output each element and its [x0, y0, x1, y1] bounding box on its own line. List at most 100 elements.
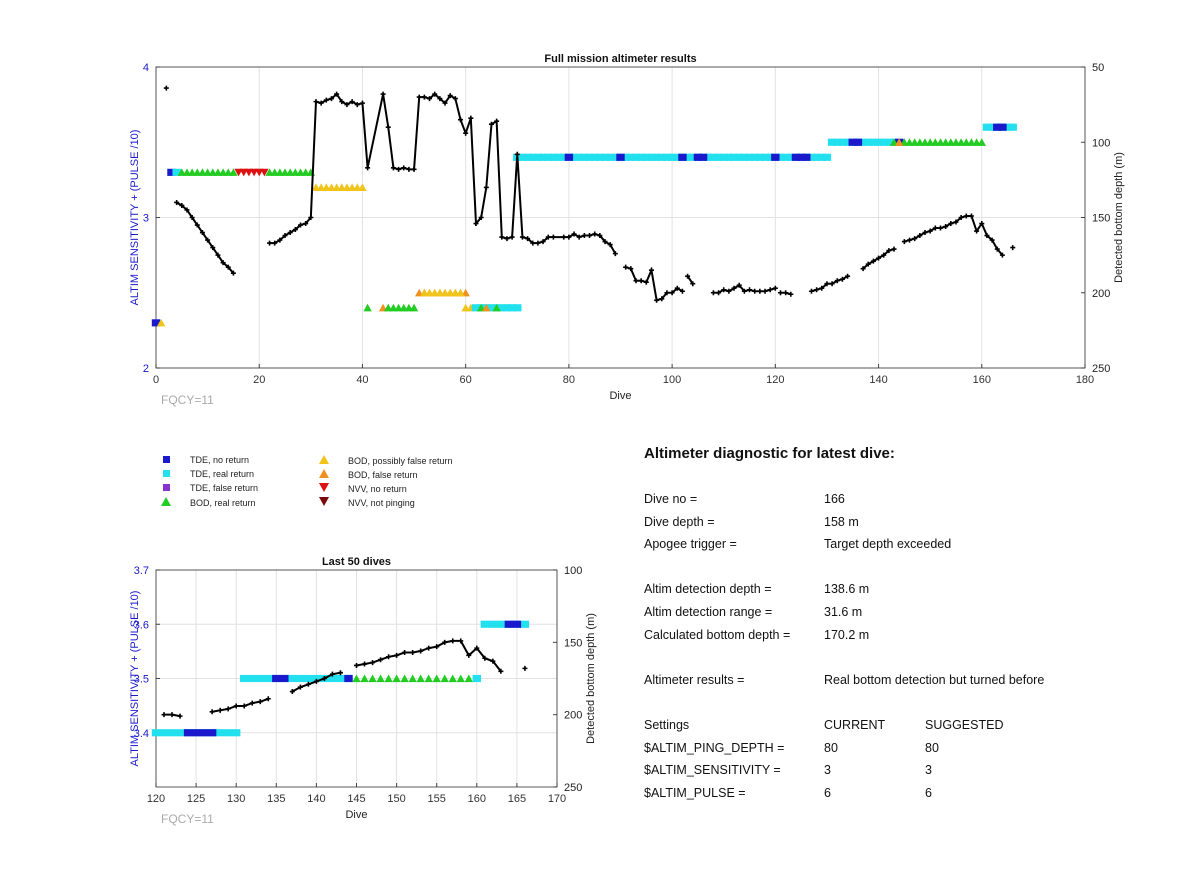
y-tick-label: 3.6 [134, 619, 149, 631]
depth-point [984, 233, 990, 239]
marker-square [796, 153, 806, 161]
legend-item: BOD, real return [160, 497, 256, 508]
depth-point [607, 242, 613, 248]
marker-square [504, 620, 514, 628]
marker-triangle-up [416, 674, 425, 683]
depth-point [576, 234, 582, 240]
marker-square [471, 304, 481, 312]
marker-square [248, 674, 257, 683]
depth-point [406, 166, 412, 172]
depth-point [571, 231, 577, 237]
depth-point [870, 258, 876, 264]
depth-point [654, 297, 660, 303]
depth-point [416, 94, 422, 100]
depth-point [205, 237, 211, 243]
x-tick-label: 150 [387, 793, 405, 805]
x-tick-label: 155 [428, 793, 446, 805]
depth-point [772, 285, 778, 291]
depth-point [927, 228, 933, 234]
marker-square [304, 674, 313, 683]
depth-point [303, 221, 309, 227]
depth-point [623, 264, 629, 270]
x-tick-label: 120 [147, 793, 165, 805]
marker-square [838, 138, 847, 146]
depth-point [265, 696, 271, 702]
marker-square [523, 153, 532, 161]
y-tick-label: 4 [143, 62, 149, 74]
y-axis-label: ALTIM SENSITIVITY + (PULSE /10) [129, 591, 141, 767]
depth-point [937, 225, 943, 231]
depth-point [876, 255, 882, 261]
depth-point [396, 166, 402, 172]
detection-markers [151, 123, 1017, 327]
x-tick-label: 60 [460, 374, 472, 386]
depth-point [540, 239, 546, 245]
legend-label: BOD, real return [190, 498, 256, 508]
diagnostic-title: Altimeter diagnostic for latest dive: [644, 445, 895, 462]
marker-square [159, 729, 169, 737]
depth-point [161, 712, 167, 718]
marker-triangle-up [408, 674, 417, 683]
x-tick-label: 140 [307, 793, 325, 805]
depth-point [401, 165, 407, 171]
apogee-row: Apogee trigger = Target depth exceeded [644, 537, 1164, 560]
marker-square [864, 138, 873, 146]
marker-square [544, 153, 553, 161]
depth-point [669, 290, 675, 296]
marker-square [585, 153, 594, 161]
legend-label: TDE, real return [190, 469, 255, 479]
depth-point [602, 239, 608, 245]
depth-point [953, 219, 959, 225]
depth-point [958, 215, 964, 220]
depth-point [783, 290, 789, 296]
marker-triangle-up [464, 674, 473, 683]
marker-triangle-up [977, 138, 986, 146]
marker-square [791, 153, 801, 161]
setting-current: 6 [824, 785, 831, 800]
results-value: Real bottom detection but turned before [824, 672, 1045, 687]
marker-triangle-up [448, 674, 457, 683]
marker-square [621, 153, 630, 161]
marker-square [833, 138, 842, 146]
depth-point [189, 215, 195, 220]
y-tick-label: 3.7 [134, 565, 149, 577]
legend-label: NVV, no return [348, 484, 407, 494]
marker-square [240, 674, 249, 683]
marker-square [647, 153, 656, 161]
depth-point [184, 207, 190, 213]
x-tick-label: 80 [563, 374, 575, 386]
depth-point [442, 639, 448, 645]
marker-triangle-up [360, 674, 369, 683]
marker-square [507, 304, 517, 312]
depth-point [808, 288, 814, 294]
depth-point [418, 648, 424, 654]
depth-point [752, 288, 758, 294]
depth-point [545, 234, 551, 240]
x-tick-label: 170 [548, 793, 566, 805]
annotation: FQCY=11 [161, 393, 214, 407]
marker-triangle-up [456, 674, 465, 683]
dive-no-value: 166 [824, 492, 845, 506]
depth-point [225, 706, 231, 712]
depth-point [215, 252, 221, 258]
marker-square [683, 153, 692, 161]
chart-title: Last 50 dives [322, 556, 391, 568]
y2-tick-label: 100 [1092, 137, 1110, 149]
depth-point [891, 246, 897, 252]
marker-square [982, 123, 992, 131]
marker-square [735, 153, 744, 161]
depth-point [814, 287, 820, 293]
depth-point [447, 93, 453, 99]
depth-point [741, 288, 747, 294]
depth-point [210, 245, 216, 251]
legend-item: TDE, real return [160, 469, 254, 479]
depth-point [318, 100, 324, 106]
depth-point [514, 151, 520, 157]
depth-point [277, 237, 283, 243]
plot-frame [155, 569, 558, 788]
depth-point [674, 285, 680, 291]
marker-square [652, 153, 661, 161]
marker-square [590, 153, 599, 161]
depth-point [525, 236, 531, 242]
marker-square [264, 674, 273, 683]
